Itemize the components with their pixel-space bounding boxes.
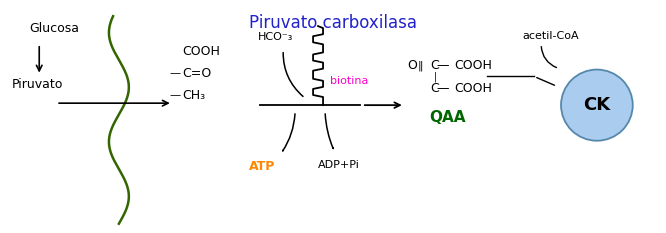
Text: COOH: COOH (454, 59, 492, 72)
Text: ATP: ATP (249, 161, 276, 174)
FancyArrowPatch shape (537, 78, 555, 85)
Text: —: — (436, 59, 449, 72)
Circle shape (561, 70, 633, 141)
Text: CH₃: CH₃ (182, 89, 206, 102)
FancyArrowPatch shape (541, 47, 557, 68)
Text: —: — (169, 69, 180, 79)
Text: ADP+Pi: ADP+Pi (318, 161, 360, 171)
Text: Piruvato carboxilasa: Piruvato carboxilasa (249, 14, 417, 32)
Text: ‖: ‖ (418, 60, 424, 71)
Text: COOH: COOH (182, 45, 220, 58)
Text: —: — (169, 90, 180, 100)
Text: C=O: C=O (182, 67, 212, 80)
Text: HCO⁻₃: HCO⁻₃ (258, 32, 293, 42)
Text: C: C (431, 82, 440, 95)
FancyArrowPatch shape (283, 53, 303, 96)
Text: biotina: biotina (330, 76, 368, 86)
Text: QAA: QAA (430, 110, 466, 126)
FancyArrowPatch shape (325, 114, 333, 148)
Text: C: C (431, 59, 440, 72)
Text: Piruvato: Piruvato (11, 79, 63, 92)
Text: O: O (408, 59, 418, 72)
Text: CK: CK (583, 96, 611, 114)
FancyArrowPatch shape (283, 114, 295, 151)
Text: acetil-CoA: acetil-CoA (523, 31, 579, 41)
Text: Glucosa: Glucosa (29, 22, 79, 35)
Text: COOH: COOH (454, 82, 492, 95)
Text: —: — (436, 82, 449, 95)
Text: |: | (434, 72, 437, 82)
